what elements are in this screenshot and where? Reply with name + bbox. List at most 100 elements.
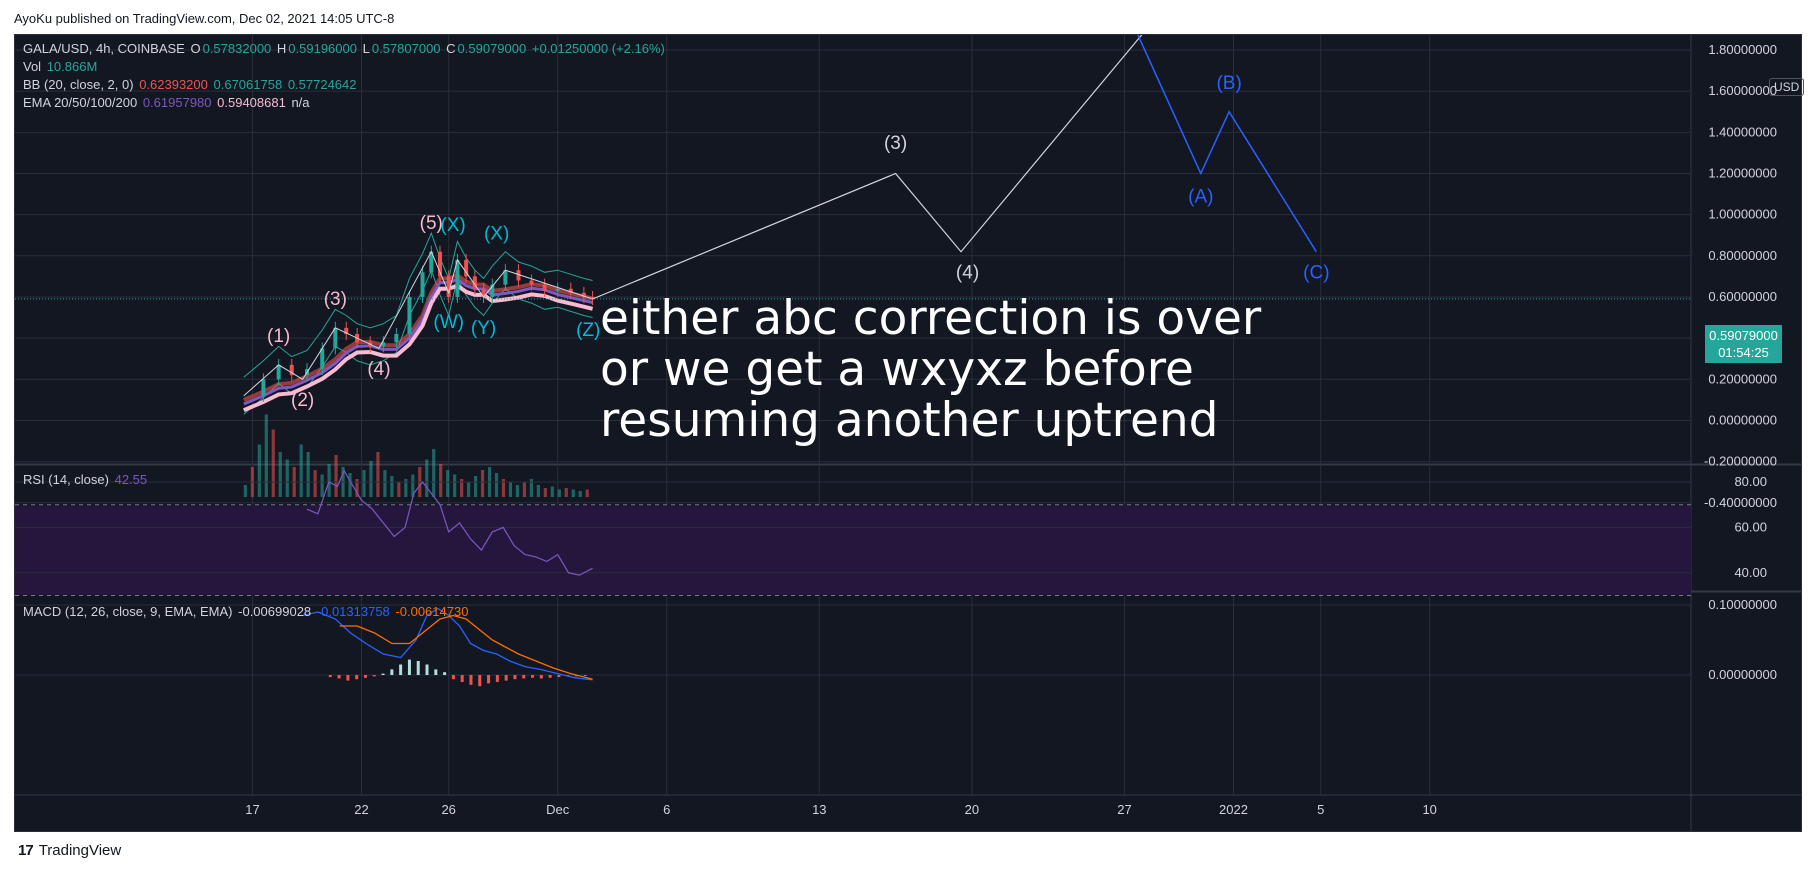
price-axis-label: 1.00000000 xyxy=(1708,207,1777,222)
candle-body xyxy=(289,364,294,376)
price-axis-label: 1.40000000 xyxy=(1708,124,1777,139)
bb-label[interactable]: BB (20, close, 2, 0) xyxy=(23,77,134,92)
candle-body xyxy=(437,251,442,277)
chart-canvas[interactable]: 17 22 26 Dec 6 13 20 27 2022 5 10 1.80000000 1.60000… xyxy=(15,35,1801,831)
wave-label-blue: (A) xyxy=(1188,186,1213,207)
main-legend: GALA/USD, 4h, COINBASE O 0.57832000 H 0.59… xyxy=(23,41,667,56)
tradingview-mark-icon: 17 xyxy=(18,842,34,859)
annotation-line-2: or we get a wxyxz before xyxy=(600,342,1194,397)
time-axis-label: 5 xyxy=(1317,802,1324,817)
wave-label-pink: (1) xyxy=(267,326,290,347)
macd-value: -0.00699028 xyxy=(238,604,312,619)
macd-histogram-bar xyxy=(513,675,517,680)
wave-label-pink: (4) xyxy=(367,359,390,380)
price-axis-label: -0.20000000 xyxy=(1704,454,1777,469)
volume-bar xyxy=(327,464,331,497)
vol-label[interactable]: Vol xyxy=(23,59,42,74)
volume-bar xyxy=(460,479,464,497)
projection-line-blue[interactable] xyxy=(1135,35,1317,253)
volume-bar xyxy=(578,491,582,497)
rsi-label[interactable]: RSI (14, close) xyxy=(23,472,109,487)
macd-histogram-bar xyxy=(363,675,367,678)
candle-body xyxy=(381,342,386,347)
volume-bar xyxy=(313,470,317,497)
volume-bar xyxy=(550,486,554,497)
macd-histogram-bar xyxy=(531,675,535,678)
bb-lower-value: 0.57724642 xyxy=(287,77,357,92)
annotation-line-1: either abc correction is over xyxy=(600,291,1262,346)
volume-bar xyxy=(243,485,247,497)
projection-line-white[interactable] xyxy=(592,35,1147,300)
o-value: 0.57832000 xyxy=(202,41,272,56)
rsi-band xyxy=(15,504,1691,596)
price-axis-label: -0.40000000 xyxy=(1704,495,1777,510)
volume-bar xyxy=(383,470,387,497)
macd-histogram-bar xyxy=(372,675,376,677)
bollinger-upper-line xyxy=(243,231,593,378)
countdown-value: 01:54:25 xyxy=(1718,345,1769,360)
time-axis-label: Dec xyxy=(546,802,570,817)
volume-bar xyxy=(446,470,450,497)
candle-body xyxy=(516,270,521,281)
time-axis-label: 20 xyxy=(965,802,979,817)
macd-histogram-bar xyxy=(355,675,359,680)
volume-bar xyxy=(515,485,520,497)
tradingview-logo[interactable]: 17 TradingView xyxy=(18,842,121,859)
price-axis-label: 0.80000000 xyxy=(1708,248,1777,263)
signal-line xyxy=(339,614,593,680)
volume-bar xyxy=(369,461,373,497)
volume-bar xyxy=(467,482,471,497)
candle-body xyxy=(420,272,425,297)
wave-label-pink: (5) xyxy=(420,213,443,234)
macd-histogram-bar xyxy=(487,675,491,684)
volume-bar xyxy=(362,470,366,497)
rsi-axis-label: 60.00 xyxy=(1734,519,1767,534)
volume-bar xyxy=(571,489,575,497)
macd-histogram-bar xyxy=(337,675,341,679)
candle-body xyxy=(490,284,495,297)
annotation-line-3: resuming another uptrend xyxy=(600,393,1219,448)
macd-histogram-bar xyxy=(522,675,526,679)
currency-badge[interactable]: USD xyxy=(1769,78,1805,96)
macd-histogram-bar xyxy=(346,675,350,681)
ema-label[interactable]: EMA 20/50/100/200 xyxy=(23,95,138,110)
volume-legend: Vol 10.866M xyxy=(23,59,99,74)
macd-histogram-bar xyxy=(504,675,508,681)
macd-histogram-bar xyxy=(583,675,587,676)
last-price-tag: 0.59079000 01:54:25 xyxy=(1705,325,1782,363)
wave-label-white: (3) xyxy=(884,133,907,154)
candle-body xyxy=(320,348,325,369)
rsi-line xyxy=(306,469,593,576)
macd-histogram-bar xyxy=(416,661,420,675)
top-bar: AyoKu published on TradingView.com, Dec … xyxy=(0,0,1813,34)
time-axis-label: 17 xyxy=(245,802,259,817)
last-price-value: 0.59079000 xyxy=(1709,328,1778,343)
volume-bar xyxy=(348,473,352,497)
text-annotation[interactable]: either abc correction is over or we get … xyxy=(600,293,1261,446)
macd-label[interactable]: MACD (12, 26, close, 9, EMA, EMA) xyxy=(23,604,233,619)
wave-label-cyan: (W) xyxy=(433,312,464,333)
wave-label-cyan: (Z) xyxy=(576,320,600,341)
symbol-label[interactable]: GALA/USD, 4h, COINBASE xyxy=(23,41,185,56)
macd-line-value: -0.01313758 xyxy=(316,604,390,619)
candle-body xyxy=(581,292,586,297)
macd-histogram-bar xyxy=(434,669,438,675)
volume-bar xyxy=(404,479,408,497)
time-axis-label: 2022 xyxy=(1219,802,1248,817)
volume-bar xyxy=(264,414,268,497)
candle-body xyxy=(394,334,399,343)
macd-line xyxy=(302,607,593,681)
chart-frame[interactable]: 17 22 26 Dec 6 13 20 27 2022 5 10 1.80000000 1.60000… xyxy=(14,34,1805,832)
volume-bar xyxy=(425,459,429,497)
bb-upper-value: 0.67061758 xyxy=(213,77,283,92)
time-axis-label: 22 xyxy=(354,802,368,817)
volume-bar xyxy=(501,479,506,497)
wave-label-pink: (2) xyxy=(291,390,314,411)
c-value: 0.59079000 xyxy=(457,41,527,56)
candle-body xyxy=(503,270,508,285)
volume-bar xyxy=(529,479,533,497)
macd-histogram-bar xyxy=(460,675,464,682)
ema-100-line xyxy=(243,283,594,413)
signal-value: -0.00614730 xyxy=(395,604,469,619)
tradingview-logo-text: TradingView xyxy=(38,842,122,859)
